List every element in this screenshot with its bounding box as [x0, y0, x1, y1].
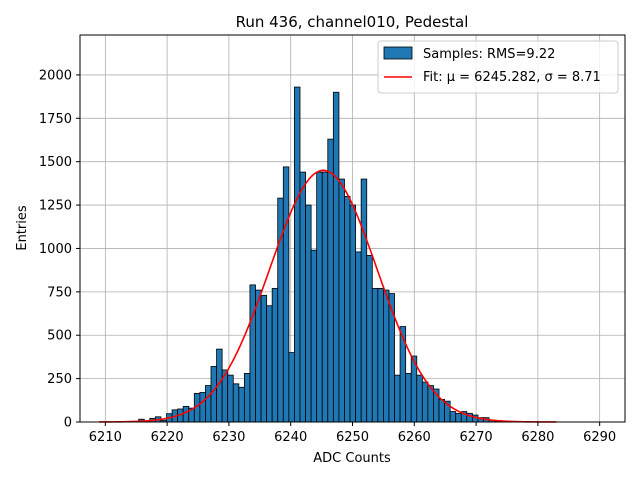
legend: Samples: RMS=9.22 Fit: μ = 6245.282, σ =… — [377, 40, 619, 94]
y-tick-label: 1750 — [39, 112, 72, 127]
histogram-bar — [449, 411, 457, 423]
chart-title: Run 436, channel010, Pedestal — [236, 13, 469, 31]
histogram-bar — [294, 86, 301, 423]
histogram-bar — [416, 374, 423, 423]
y-axis-ticks: 0 250 500 750 1000 1250 1500 1750 2000 — [39, 68, 80, 431]
x-tick-label: 6240 — [274, 430, 307, 445]
histogram-bar — [282, 166, 290, 423]
histogram-bar — [182, 405, 190, 423]
histogram-bar — [255, 289, 262, 423]
histogram-bar — [205, 385, 212, 423]
legend-histogram-swatch — [383, 46, 413, 60]
y-tick-label: 2000 — [39, 68, 72, 83]
x-tick-label: 6290 — [583, 430, 616, 445]
x-tick-label: 6250 — [336, 430, 369, 445]
histogram-bar — [238, 386, 245, 423]
x-tick-label: 6220 — [151, 430, 184, 445]
histogram-bar — [299, 171, 306, 423]
histogram-bar — [271, 287, 279, 423]
histogram-bar — [366, 254, 373, 423]
histogram-bar — [371, 287, 379, 423]
legend-box — [377, 40, 619, 94]
histogram-bar — [382, 289, 390, 423]
histogram-bar — [288, 352, 295, 423]
histogram-bar — [249, 284, 256, 423]
histogram-bar — [327, 138, 334, 423]
histogram-bar — [332, 91, 340, 423]
histogram-bar — [305, 204, 312, 423]
histogram-bar — [210, 366, 217, 423]
histogram-bar — [310, 249, 318, 423]
y-tick-label: 0 — [64, 416, 72, 431]
y-tick-label: 750 — [47, 285, 72, 300]
histogram-bar — [232, 383, 240, 423]
histogram-bar — [316, 171, 323, 423]
y-tick-label: 1250 — [39, 199, 72, 214]
histogram-bar — [344, 195, 351, 423]
x-tick-label: 6210 — [89, 430, 122, 445]
histogram-bar — [394, 374, 401, 423]
histogram-bar — [349, 204, 357, 423]
x-tick-label: 6260 — [398, 430, 431, 445]
fit-curve — [99, 169, 557, 423]
histogram-bar — [421, 381, 429, 423]
x-tick-label: 6270 — [460, 430, 493, 445]
histogram-bar — [377, 287, 384, 423]
histogram-bar — [338, 178, 345, 423]
histogram-bars — [138, 86, 501, 423]
x-tick-label: 6280 — [521, 430, 554, 445]
legend-fit-label: Fit: μ = 6245.282, σ = 8.71 — [423, 70, 601, 85]
histogram-bar — [355, 251, 362, 423]
histogram-bar — [455, 412, 462, 423]
x-axis-label: ADC Counts — [313, 451, 391, 466]
y-tick-label: 250 — [47, 372, 72, 387]
y-axis-label: Entries — [15, 205, 30, 251]
x-tick-label: 6230 — [212, 430, 245, 445]
histogram-bar — [260, 294, 268, 423]
histogram-bar — [321, 171, 329, 423]
histogram-bar — [405, 373, 412, 423]
histogram-bar — [360, 178, 368, 423]
y-tick-label: 1500 — [39, 155, 72, 170]
histogram-bar — [243, 373, 251, 423]
legend-histogram-label: Samples: RMS=9.22 — [423, 47, 555, 62]
histogram-bar — [266, 305, 273, 423]
y-tick-label: 1000 — [39, 242, 72, 257]
x-axis-ticks: 6210 6220 6230 6240 6250 6260 6270 6280 6290 — [89, 422, 616, 445]
histogram-bar — [438, 399, 445, 423]
histogram-bar — [227, 374, 234, 423]
histogram-bar — [199, 392, 206, 423]
y-tick-label: 500 — [47, 329, 72, 344]
